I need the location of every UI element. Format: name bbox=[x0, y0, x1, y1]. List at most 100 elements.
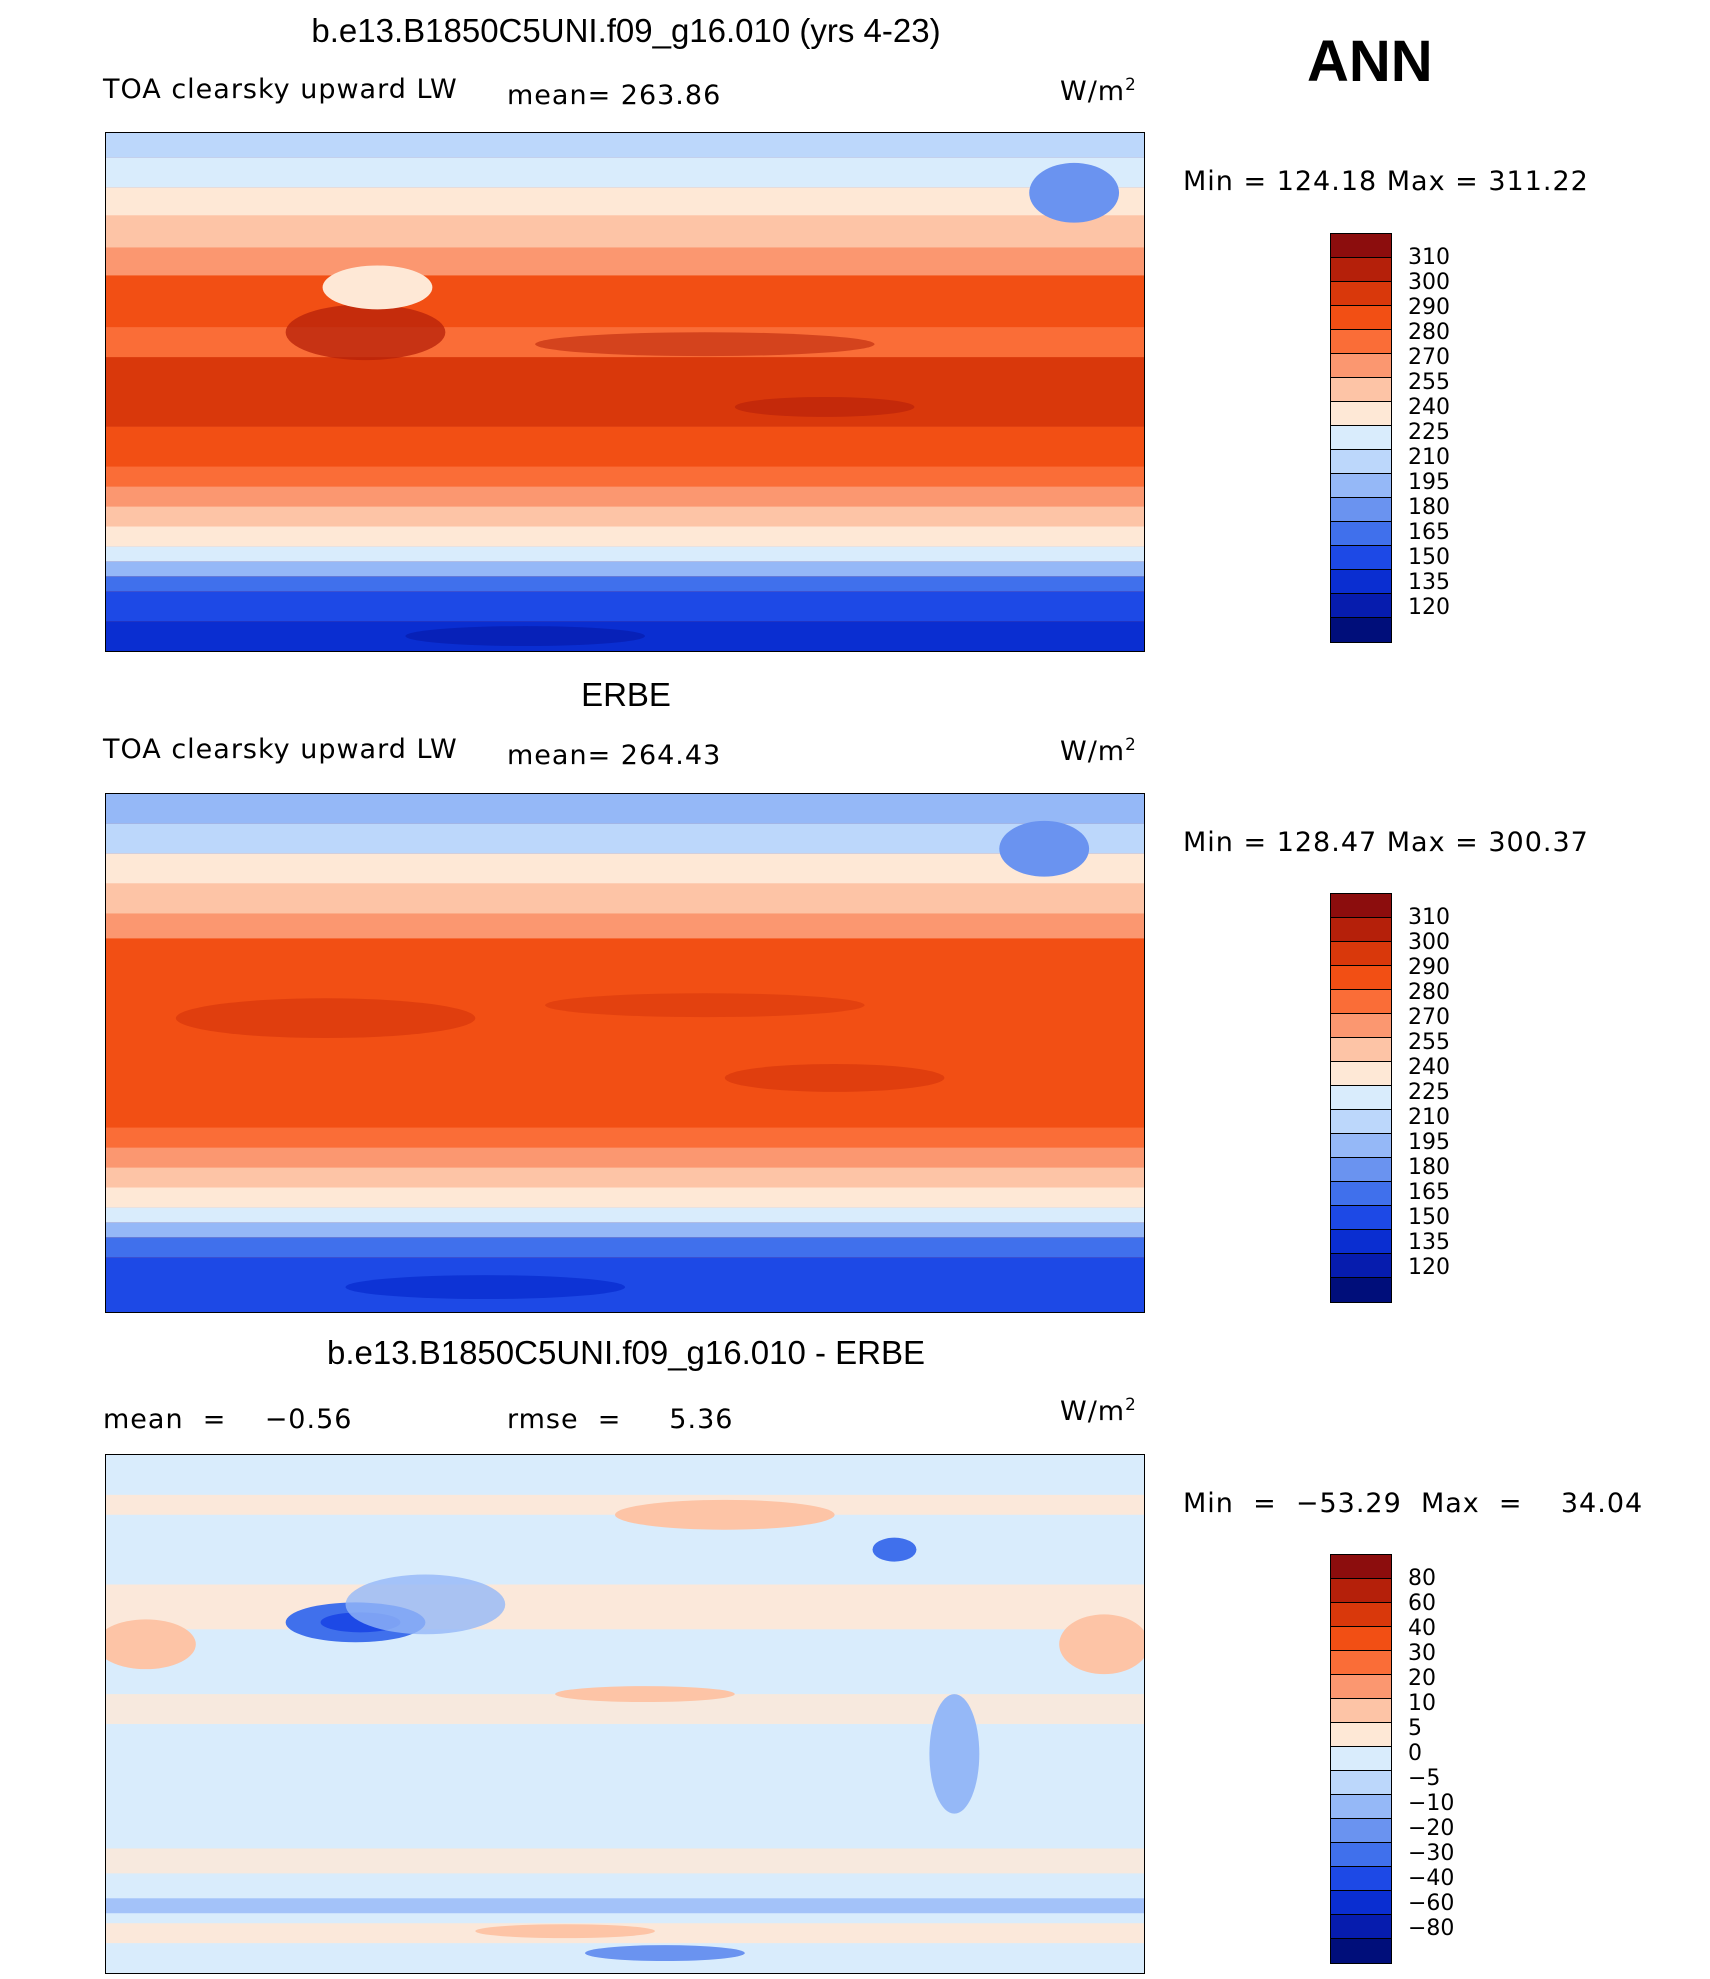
cbar3-label: −10 bbox=[1408, 1791, 1455, 1816]
panel1-contour-field bbox=[106, 133, 1144, 651]
panel1-variable-label: TOA clearsky upward LW bbox=[103, 74, 458, 105]
colorbar-swatch bbox=[1331, 990, 1391, 1014]
cbar3-label: 0 bbox=[1408, 1741, 1422, 1766]
colorbar-swatch bbox=[1331, 1747, 1391, 1771]
cbar3-label: −60 bbox=[1408, 1891, 1455, 1916]
cbar3-label: 40 bbox=[1408, 1616, 1436, 1641]
colorbar-swatch bbox=[1331, 1134, 1391, 1158]
colorbar-swatch bbox=[1331, 1891, 1391, 1915]
colorbar-swatch bbox=[1331, 1158, 1391, 1182]
colorbar-swatch bbox=[1331, 306, 1391, 330]
colorbar-swatch bbox=[1331, 618, 1391, 642]
cbar1-label: 270 bbox=[1408, 345, 1450, 370]
cbar2-label: 290 bbox=[1408, 955, 1450, 980]
cbar2-label: 240 bbox=[1408, 1055, 1450, 1080]
colorbar-swatch bbox=[1331, 1915, 1391, 1939]
colorbar-swatch bbox=[1331, 1254, 1391, 1278]
cbar1-label: 120 bbox=[1408, 595, 1450, 620]
panel1-units-label: W/m2 bbox=[1060, 74, 1137, 107]
colorbar-swatch bbox=[1331, 498, 1391, 522]
cbar1-label: 300 bbox=[1408, 270, 1450, 295]
colorbar-swatch bbox=[1331, 918, 1391, 942]
panel2-title: ERBE bbox=[581, 676, 671, 713]
colorbar-swatch bbox=[1331, 378, 1391, 402]
cbar3-label: 80 bbox=[1408, 1566, 1436, 1591]
colorbar-swatch bbox=[1331, 522, 1391, 546]
panel3-units-label: W/m2 bbox=[1060, 1394, 1137, 1427]
panel3-mean-label: mean = −0.56 bbox=[103, 1404, 353, 1435]
colorbar-swatch bbox=[1331, 942, 1391, 966]
colorbar-swatch bbox=[1331, 1086, 1391, 1110]
colorbar-swatch bbox=[1331, 474, 1391, 498]
panel2-variable-label: TOA clearsky upward LW bbox=[103, 734, 458, 765]
colorbar-swatch bbox=[1331, 570, 1391, 594]
panel1-map bbox=[105, 132, 1145, 652]
colorbar-swatch bbox=[1331, 894, 1391, 918]
colorbar-swatch bbox=[1331, 1278, 1391, 1302]
cbar2-label: 210 bbox=[1408, 1105, 1450, 1130]
colorbar-swatch bbox=[1331, 1579, 1391, 1603]
colorbar-swatch bbox=[1331, 1939, 1391, 1963]
cbar1-label: 165 bbox=[1408, 520, 1450, 545]
cbar2-label: 280 bbox=[1408, 980, 1450, 1005]
colorbar-swatch bbox=[1331, 1110, 1391, 1134]
cbar1-label: 290 bbox=[1408, 295, 1450, 320]
cbar2-label: 120 bbox=[1408, 1255, 1450, 1280]
cbar3-label: 5 bbox=[1408, 1716, 1422, 1741]
cbar2-label: 180 bbox=[1408, 1155, 1450, 1180]
colorbar-swatch bbox=[1331, 1555, 1391, 1579]
cbar3-label: 60 bbox=[1408, 1591, 1436, 1616]
colorbar-swatch bbox=[1331, 402, 1391, 426]
colorbar-swatch bbox=[1331, 1651, 1391, 1675]
colorbar-swatch bbox=[1331, 1603, 1391, 1627]
panel1-mean-label: mean= 263.86 bbox=[507, 80, 722, 111]
colorbar-swatch bbox=[1331, 546, 1391, 570]
panel3-colorbar bbox=[1330, 1554, 1392, 1964]
colorbar-swatch bbox=[1331, 258, 1391, 282]
cbar3-label: −20 bbox=[1408, 1816, 1455, 1841]
colorbar-swatch bbox=[1331, 330, 1391, 354]
colorbar-swatch bbox=[1331, 426, 1391, 450]
colorbar-swatch bbox=[1331, 1206, 1391, 1230]
colorbar-swatch bbox=[1331, 1038, 1391, 1062]
cbar1-label: 195 bbox=[1408, 470, 1450, 495]
colorbar-swatch bbox=[1331, 1723, 1391, 1747]
cbar1-label: 240 bbox=[1408, 395, 1450, 420]
cbar1-label: 280 bbox=[1408, 320, 1450, 345]
cbar2-label: 135 bbox=[1408, 1230, 1450, 1255]
panel2-units-label: W/m2 bbox=[1060, 734, 1137, 767]
colorbar-swatch bbox=[1331, 1062, 1391, 1086]
colorbar-swatch bbox=[1331, 1771, 1391, 1795]
panel1-title: b.e13.B1850C5UNI.f09_g16.010 (yrs 4-23) bbox=[311, 12, 941, 49]
cbar1-label: 310 bbox=[1408, 245, 1450, 270]
panel1-colorbar bbox=[1330, 233, 1392, 643]
colorbar-swatch bbox=[1331, 1182, 1391, 1206]
cbar2-label: 255 bbox=[1408, 1030, 1450, 1055]
cbar2-label: 300 bbox=[1408, 930, 1450, 955]
colorbar-swatch bbox=[1331, 1699, 1391, 1723]
cbar2-label: 270 bbox=[1408, 1005, 1450, 1030]
cbar3-label: 30 bbox=[1408, 1641, 1436, 1666]
cbar1-label: 255 bbox=[1408, 370, 1450, 395]
colorbar-swatch bbox=[1331, 354, 1391, 378]
panel2-minmax: Min = 128.47 Max = 300.37 bbox=[1183, 827, 1589, 858]
colorbar-swatch bbox=[1331, 1627, 1391, 1651]
panel3-contour-field bbox=[106, 1455, 1144, 1973]
panel3-rmse-label: rmse = 5.36 bbox=[507, 1404, 734, 1435]
cbar3-label: −80 bbox=[1408, 1916, 1455, 1941]
cbar2-label: 225 bbox=[1408, 1080, 1450, 1105]
panel2-colorbar bbox=[1330, 893, 1392, 1303]
panel1-minmax: Min = 124.18 Max = 311.22 bbox=[1183, 166, 1589, 197]
cbar2-label: 150 bbox=[1408, 1205, 1450, 1230]
panel2-contour-field bbox=[106, 794, 1144, 1312]
colorbar-swatch bbox=[1331, 1230, 1391, 1254]
colorbar-swatch bbox=[1331, 1843, 1391, 1867]
cbar1-label: 150 bbox=[1408, 545, 1450, 570]
panel3-map bbox=[105, 1454, 1145, 1974]
colorbar-swatch bbox=[1331, 1014, 1391, 1038]
cbar3-label: −5 bbox=[1408, 1766, 1441, 1791]
cbar1-label: 180 bbox=[1408, 495, 1450, 520]
season-label: ANN bbox=[1307, 29, 1433, 94]
cbar2-label: 195 bbox=[1408, 1130, 1450, 1155]
cbar1-label: 210 bbox=[1408, 445, 1450, 470]
